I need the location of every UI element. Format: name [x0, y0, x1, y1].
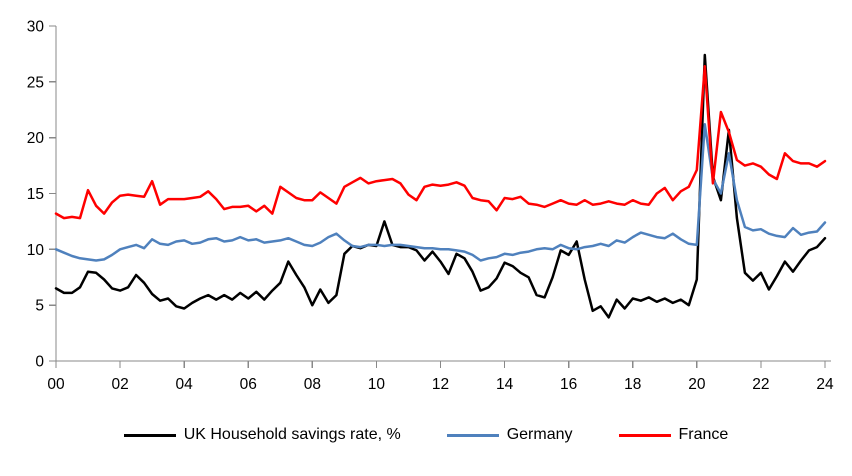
x-tick-label: 12	[432, 376, 449, 393]
chart-plot-area: 0 5 10 15 20 25 30 00 02 04 06 08 10 12 14 16 18 20 22 24	[27, 19, 834, 394]
legend-item-germany: Germany	[446, 426, 573, 444]
chart-legend: UK Household savings rate, % Germany Fra…	[0, 426, 852, 444]
x-tick-label: 14	[496, 376, 514, 393]
x-tick-label: 24	[816, 376, 834, 393]
y-tick-label: 5	[35, 298, 44, 315]
legend-label-france: France	[678, 426, 729, 443]
series-line-france	[54, 64, 827, 220]
legend-line-swatch-france	[618, 433, 671, 437]
x-tick-label: 18	[624, 376, 641, 393]
legend-line-swatch-germany	[446, 433, 499, 437]
y-tick-label: 10	[27, 242, 45, 259]
x-tick-label: 16	[560, 376, 577, 393]
x-tick-label: 02	[111, 376, 128, 393]
x-tick-label: 20	[688, 376, 706, 393]
x-tick-label: 04	[176, 376, 194, 393]
series-line-uk	[54, 53, 827, 319]
legend-label-uk: UK Household savings rate, %	[183, 426, 401, 443]
x-tick-label: 06	[240, 376, 257, 393]
series-line-germany	[54, 123, 827, 262]
legend-line-swatch-uk	[123, 433, 176, 437]
y-tick-label: 20	[27, 130, 45, 147]
y-tick-label: 30	[27, 19, 45, 36]
x-tick-label: 22	[752, 376, 769, 393]
x-tick-label: 10	[368, 376, 386, 393]
legend-item-uk: UK Household savings rate, %	[123, 426, 401, 444]
legend-label-germany: Germany	[506, 426, 573, 443]
legend-item-france: France	[618, 426, 729, 444]
x-tick-label: 08	[304, 376, 321, 393]
y-tick-label: 0	[35, 354, 44, 371]
x-tick-label: 00	[47, 376, 65, 393]
y-tick-label: 25	[27, 74, 44, 91]
y-tick-label: 15	[27, 186, 44, 203]
